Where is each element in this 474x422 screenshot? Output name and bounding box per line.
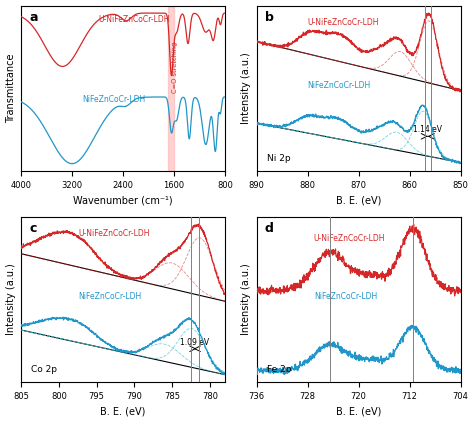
Y-axis label: Intensity (a.u.): Intensity (a.u.) bbox=[241, 263, 251, 335]
Text: a: a bbox=[29, 11, 38, 24]
Text: 1.09 eV: 1.09 eV bbox=[181, 338, 210, 347]
Text: c: c bbox=[29, 222, 36, 235]
Text: NiFeZnCoCr-LDH: NiFeZnCoCr-LDH bbox=[308, 81, 371, 90]
Text: U-NiFeZnCoCr-LDH: U-NiFeZnCoCr-LDH bbox=[99, 15, 170, 24]
Text: d: d bbox=[265, 222, 274, 235]
Y-axis label: Intensity (a.u.): Intensity (a.u.) bbox=[6, 263, 16, 335]
X-axis label: B. E. (eV): B. E. (eV) bbox=[336, 406, 381, 417]
Y-axis label: Intensity (a.u.): Intensity (a.u.) bbox=[241, 52, 251, 124]
Text: Fe 2p: Fe 2p bbox=[267, 365, 292, 374]
Text: b: b bbox=[265, 11, 274, 24]
Text: U-NiFeZnCoCr-LDH: U-NiFeZnCoCr-LDH bbox=[308, 19, 379, 27]
X-axis label: Wavenumber (cm⁻¹): Wavenumber (cm⁻¹) bbox=[73, 195, 173, 206]
Text: C=O stretching: C=O stretching bbox=[172, 42, 178, 93]
X-axis label: B. E. (eV): B. E. (eV) bbox=[336, 195, 381, 206]
Text: 1.14 eV: 1.14 eV bbox=[413, 125, 442, 134]
Text: NiFeZnCoCr-LDH: NiFeZnCoCr-LDH bbox=[82, 95, 146, 104]
Text: NiFeZnCoCr-LDH: NiFeZnCoCr-LDH bbox=[78, 292, 141, 301]
Text: Co 2p: Co 2p bbox=[31, 365, 57, 374]
X-axis label: B. E. (eV): B. E. (eV) bbox=[100, 406, 146, 417]
Text: U-NiFeZnCoCr-LDH: U-NiFeZnCoCr-LDH bbox=[78, 230, 150, 238]
Y-axis label: Transmittance: Transmittance bbox=[6, 54, 16, 123]
Text: NiFeZnCoCr-LDH: NiFeZnCoCr-LDH bbox=[314, 292, 377, 301]
Text: U-NiFeZnCoCr-LDH: U-NiFeZnCoCr-LDH bbox=[314, 234, 385, 243]
Bar bbox=[168, 5, 174, 171]
Text: Ni 2p: Ni 2p bbox=[267, 154, 291, 163]
